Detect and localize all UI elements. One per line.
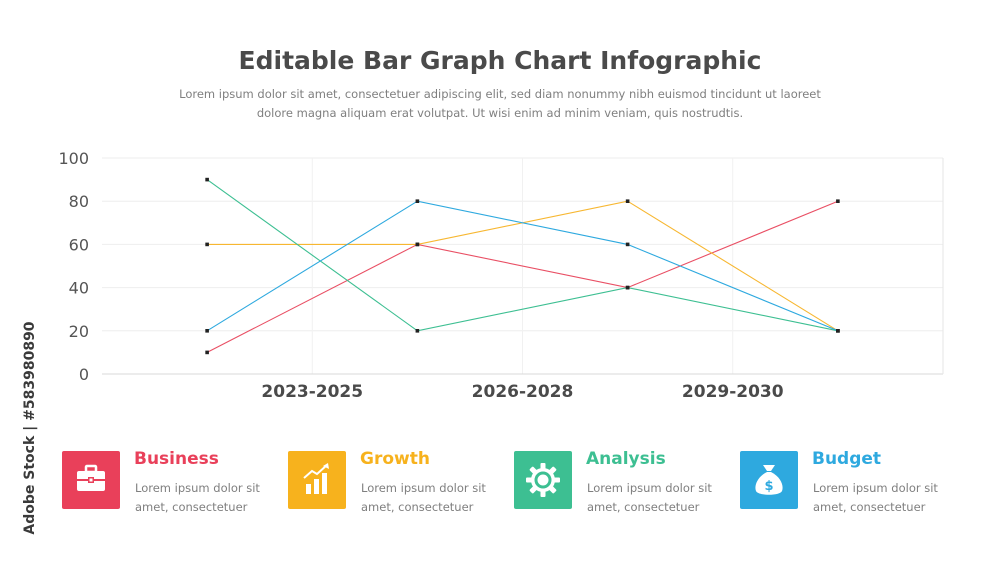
data-point	[205, 329, 209, 333]
card-growth-text: Lorem ipsum dolor sit amet, consectetuer	[361, 481, 486, 514]
y-tick-label: 40	[69, 279, 89, 298]
chart-series	[206, 179, 839, 353]
data-point	[836, 199, 840, 203]
card-budget-icon-box: $	[740, 451, 798, 509]
card-business-text: Lorem ipsum dolor sit amet, consectetuer	[135, 481, 260, 514]
page-subtitle: Lorem ipsum dolor sit amet, consectetuer…	[179, 87, 821, 120]
card-business-icon-box	[62, 451, 120, 509]
x-category-label: 2026-2028	[472, 382, 574, 402]
data-point	[205, 177, 209, 182]
data-point	[205, 242, 209, 247]
card-growth: Growth Lorem ipsum dolor sit amet, conse…	[288, 449, 508, 514]
gear-icon	[526, 463, 560, 497]
card-analysis-title: Analysis	[586, 449, 666, 469]
data-point	[415, 242, 420, 247]
data-point	[836, 329, 840, 333]
y-tick-label: 80	[69, 192, 89, 211]
briefcase-icon	[77, 464, 105, 491]
money-bag-icon: $	[755, 465, 783, 495]
watermark: Adobe Stock | #583980890	[22, 321, 38, 535]
data-point	[415, 329, 420, 333]
chart-axes	[102, 158, 944, 375]
x-category-label: 2029-2030	[682, 382, 784, 402]
page-title: Editable Bar Graph Chart Infographic	[238, 46, 762, 75]
card-analysis: Analysis Lorem ipsum dolor sit amet, con…	[514, 449, 734, 514]
card-analysis-icon-box	[514, 451, 572, 509]
x-category-label: 2023-2025	[261, 382, 363, 402]
data-point	[205, 350, 209, 355]
series-line-3	[206, 200, 839, 332]
data-point	[625, 199, 630, 203]
y-tick-label: 100	[58, 149, 89, 168]
series-line-0	[206, 200, 839, 353]
data-point	[415, 199, 420, 203]
card-growth-title: Growth	[360, 449, 430, 469]
card-growth-icon-box	[288, 451, 346, 509]
y-tick-label: 60	[69, 235, 89, 254]
card-analysis-text: Lorem ipsum dolor sit amet, consectetuer	[587, 481, 712, 514]
y-tick-label: 0	[79, 365, 89, 384]
y-tick-label: 20	[69, 322, 89, 341]
svg-text:$: $	[764, 479, 773, 494]
chart-labels: 0 20 40 60 80 100 2023-2025 2026-2028 2029-2030	[58, 149, 783, 402]
series-line-2	[206, 179, 839, 332]
card-budget-title: Budget	[812, 449, 882, 469]
card-business-title: Business	[134, 449, 219, 469]
card-business: Business Lorem ipsum dolor sit amet, con…	[62, 449, 282, 514]
data-point	[625, 242, 630, 247]
chart-points	[205, 177, 840, 355]
growth-chart-icon	[303, 463, 329, 494]
data-point	[625, 285, 630, 290]
card-budget-text: Lorem ipsum dolor sit amet, consectetuer	[813, 481, 938, 514]
card-budget: $ Budget Lorem ipsum dolor sit amet, con…	[740, 449, 960, 514]
